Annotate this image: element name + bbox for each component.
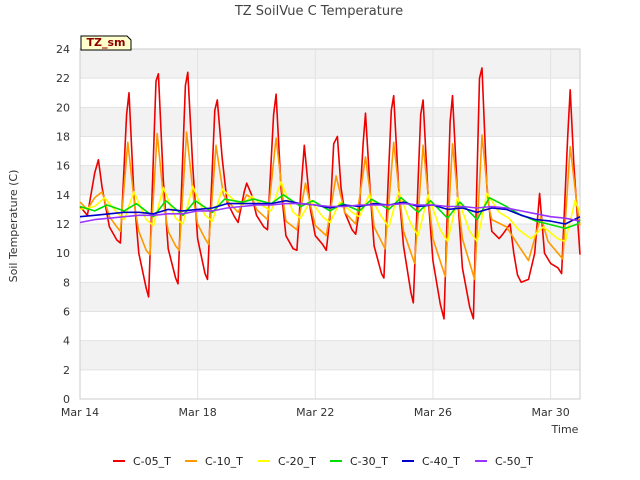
- series-line-c-20-t: [79, 180, 581, 243]
- background-band: [80, 49, 580, 79]
- legend: C-05_T C-10_T C-20_T C-30_T C-40_T C-50_T: [113, 455, 533, 468]
- y-tick-label: 10: [56, 247, 70, 260]
- x-tick-label: Mar 30: [531, 406, 569, 419]
- series-lines: [79, 67, 581, 320]
- y-tick-label: 14: [56, 189, 70, 202]
- series-line-c-05-t: [79, 67, 581, 320]
- legend-label: C-30_T: [350, 455, 388, 468]
- background-band: [80, 253, 580, 283]
- legend-label: C-50_T: [495, 455, 533, 468]
- y-tick-label: 6: [63, 306, 70, 319]
- plot-background-bands: [80, 49, 580, 399]
- y-tick-label: 8: [63, 276, 70, 289]
- y-tick-label: 22: [56, 72, 70, 85]
- legend-label: C-05_T: [133, 455, 171, 468]
- y-axis-label: Soil Temperature (C): [7, 170, 20, 283]
- background-band: [80, 340, 580, 370]
- y-tick-label: 0: [63, 393, 70, 406]
- x-tick-label: Mar 22: [296, 406, 334, 419]
- series-line-c-10-t: [79, 131, 581, 281]
- y-tick-label: 12: [56, 218, 70, 231]
- y-tick-label: 4: [63, 335, 70, 348]
- background-band: [80, 311, 580, 341]
- legend-label: C-20_T: [278, 455, 316, 468]
- x-tick-label: Mar 14: [61, 406, 99, 419]
- background-band: [80, 224, 580, 254]
- site-badge-box: [80, 35, 132, 51]
- y-tick-label: 24: [56, 43, 70, 56]
- x-tick-label: Mar 26: [414, 406, 452, 419]
- y-tick-label: 16: [56, 160, 70, 173]
- y-tick-label: 18: [56, 131, 70, 144]
- legend-label: C-10_T: [205, 455, 243, 468]
- background-band: [80, 136, 580, 166]
- background-band: [80, 107, 580, 137]
- background-band: [80, 78, 580, 108]
- site-badge-label: TZ_sm: [87, 36, 126, 49]
- background-band: [80, 369, 580, 399]
- x-axis-ticks: Mar 14 Mar 18 Mar 22 Mar 26 Mar 30: [61, 406, 570, 419]
- series-line-c-40-t: [79, 199, 581, 225]
- x-axis-label: Time: [551, 423, 579, 436]
- y-tick-label: 20: [56, 101, 70, 114]
- x-tick-label: Mar 18: [179, 406, 217, 419]
- site-badge: TZ_sm: [80, 35, 132, 51]
- legend-label: C-40_T: [422, 455, 460, 468]
- y-tick-label: 2: [63, 364, 70, 377]
- chart-title: TZ SoilVue C Temperature: [234, 4, 403, 19]
- background-band: [80, 282, 580, 312]
- series-line-c-50-t: [79, 202, 581, 224]
